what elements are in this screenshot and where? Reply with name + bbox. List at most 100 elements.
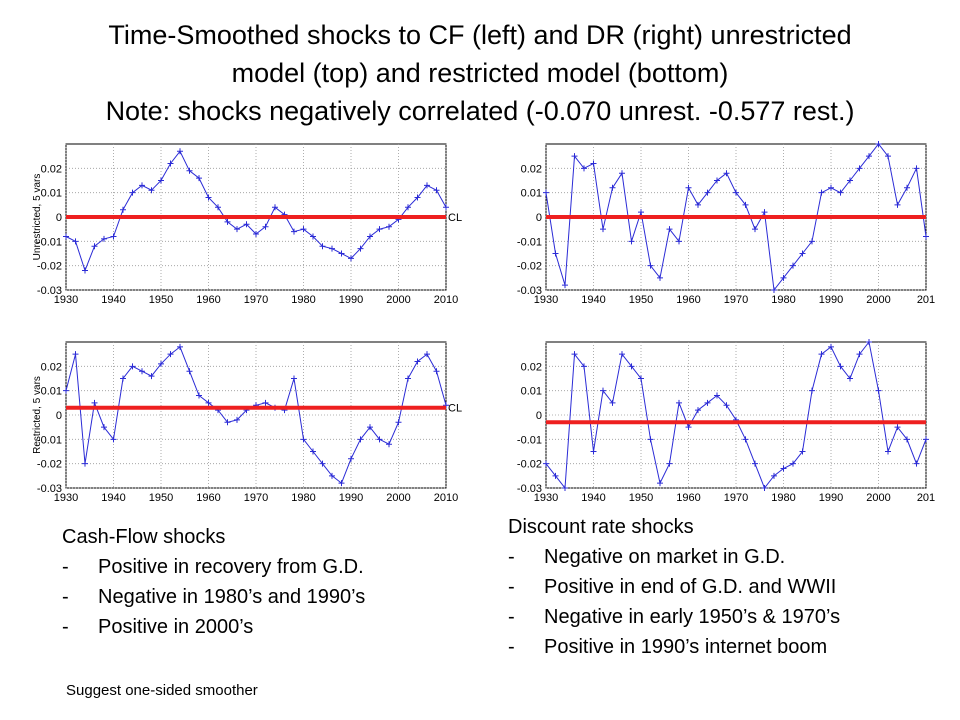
data-point: [224, 419, 231, 426]
data-point: [619, 170, 625, 177]
data-point: [367, 424, 373, 431]
data-point: [704, 189, 711, 196]
dr-notes-list: Negative on market in G.D. Positive in e…: [508, 542, 840, 662]
data-point: [581, 165, 587, 172]
data-point: [72, 238, 79, 245]
data-point: [291, 228, 297, 235]
x-tick-label: 1980: [291, 294, 315, 306]
data-point: [904, 436, 910, 443]
data-point: [695, 201, 701, 208]
x-tick-label: 201: [917, 492, 935, 504]
data-point: [562, 282, 568, 289]
reference-line-label: CL: [448, 403, 462, 415]
data-point: [752, 226, 758, 233]
data-point: [405, 375, 411, 382]
data-point: [367, 233, 373, 240]
chart-bottom-left: 0.02 0.01 0 -0.01 -0.02 -0.03 1930 1940 1950 1960…: [30, 338, 470, 513]
data-point: [139, 182, 145, 189]
data-point: [72, 351, 79, 358]
data-point: [875, 387, 882, 394]
y-tick-label: 0.01: [41, 386, 62, 398]
data-point: [376, 226, 383, 233]
data-point: [657, 274, 663, 281]
data-point: [600, 387, 606, 394]
x-tick-label: 1930: [534, 294, 558, 306]
data-point: [866, 339, 872, 345]
y-tick-label: 0.01: [41, 188, 62, 200]
data-point: [894, 201, 901, 208]
data-point: [847, 375, 853, 382]
data-point: [300, 436, 307, 443]
data-point: [262, 399, 269, 406]
data-point: [433, 187, 440, 194]
cf-notes: Cash-Flow shocks Positive in recovery fr…: [62, 522, 365, 642]
data-point: [885, 448, 891, 455]
data-point: [63, 387, 69, 394]
data-point: [552, 250, 559, 257]
data-point: [319, 243, 326, 250]
data-point: [923, 233, 929, 240]
title-line-3: Note: shocks negatively correlated (-0.0…: [105, 96, 855, 126]
data-point: [752, 460, 758, 467]
data-point: [253, 231, 259, 238]
reference-line-label: CL: [448, 212, 462, 224]
y-tick-label: -0.01: [517, 236, 542, 248]
x-tick-label: 1960: [676, 294, 700, 306]
x-tick-label: 1990: [819, 294, 843, 306]
data-point: [581, 363, 587, 370]
y-tick-label: -0.01: [37, 236, 62, 248]
data-point: [291, 375, 297, 382]
x-tick-label: 1950: [149, 294, 173, 306]
data-point: [205, 399, 212, 406]
data-point: [215, 204, 221, 211]
data-point: [101, 424, 107, 431]
x-tick-label: 2000: [386, 294, 410, 306]
data-point: [395, 419, 402, 426]
cf-notes-list: Positive in recovery from G.D. Negative …: [62, 552, 365, 642]
data-point: [177, 343, 183, 350]
y-tick-label: 0.01: [521, 386, 542, 398]
x-tick-label: 2000: [386, 492, 410, 504]
data-point: [543, 460, 549, 467]
data-point: [685, 424, 692, 431]
data-point: [847, 177, 853, 184]
data-point: [913, 165, 920, 172]
x-tick-label: 1980: [771, 492, 795, 504]
data-point: [894, 424, 901, 431]
x-tick-label: 1970: [244, 492, 268, 504]
x-tick-label: 1960: [196, 492, 220, 504]
x-tick-label: 201: [917, 294, 935, 306]
data-point: [676, 399, 682, 406]
dr-note-item: Positive in 1990’s internet boom: [508, 632, 840, 662]
x-tick-label: 1950: [149, 492, 173, 504]
cf-note-item: Positive in 2000’s: [62, 612, 365, 642]
data-point: [780, 274, 787, 281]
data-point: [666, 460, 673, 467]
data-point: [600, 226, 606, 233]
y-tick-label: 0.01: [521, 188, 542, 200]
data-point: [790, 262, 796, 269]
data-point: [771, 287, 777, 293]
data-point: [590, 448, 597, 455]
chart-top-left: 0.02 0.01 0 -0.01 -0.02 -0.03 1930 1940 1950 1960…: [30, 140, 470, 315]
y-tick-label: 0.02: [41, 163, 62, 175]
y-tick-label: -0.03: [37, 483, 62, 495]
cf-note-item: Negative in 1980’s and 1990’s: [62, 582, 365, 612]
data-point: [262, 223, 269, 230]
data-point: [723, 402, 730, 409]
y-tick-label: -0.02: [517, 459, 542, 471]
data-point: [695, 407, 701, 414]
data-point: [386, 441, 392, 448]
y-tick-label: 0: [56, 212, 62, 224]
data-point: [771, 472, 777, 479]
data-point: [733, 189, 739, 196]
data-point: [101, 235, 107, 242]
data-point: [186, 167, 193, 174]
data-point: [196, 392, 202, 399]
data-point: [638, 375, 644, 382]
data-point: [424, 351, 430, 358]
data-point: [619, 351, 625, 358]
data-point: [923, 436, 929, 443]
data-point: [196, 175, 202, 182]
